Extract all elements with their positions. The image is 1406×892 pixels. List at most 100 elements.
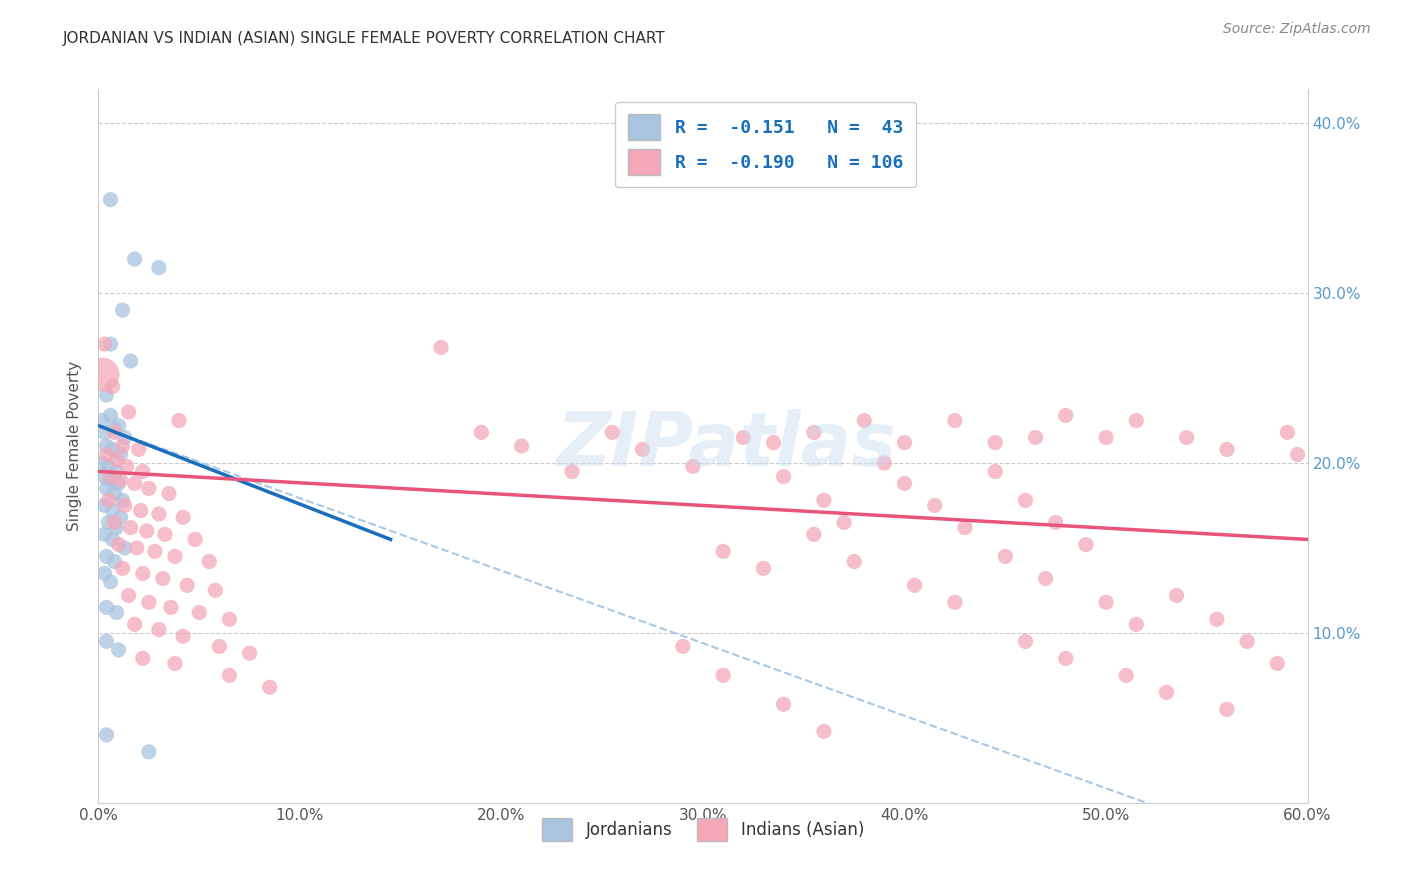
Point [114,541,136,555]
Point [943,595,966,609]
Point [172,629,194,643]
Point [111,439,134,453]
Text: Source: ZipAtlas.com: Source: ZipAtlas.com [1223,22,1371,37]
Text: JORDANIAN VS INDIAN (ASIAN) SINGLE FEMALE POVERTY CORRELATION CHART: JORDANIAN VS INDIAN (ASIAN) SINGLE FEMAL… [63,31,666,46]
Point [124,252,146,266]
Point [259,680,281,694]
Point [120,354,142,368]
Point [129,503,152,517]
Text: ZIPatlas: ZIPatlas [557,409,897,483]
Point [103,486,125,500]
Point [111,493,134,508]
Point [994,549,1017,564]
Point [1045,516,1067,530]
Point [105,452,128,467]
Point [160,600,183,615]
Point [873,456,896,470]
Point [100,337,122,351]
Point [97,516,120,530]
Point [430,341,453,355]
Point [1156,685,1178,699]
Point [198,555,221,569]
Point [711,544,734,558]
Point [107,418,129,433]
Point [110,473,132,487]
Point [176,578,198,592]
Point [672,640,695,654]
Point [118,589,141,603]
Point [96,448,118,462]
Point [208,640,231,654]
Point [1054,409,1077,423]
Point [844,555,866,569]
Point [1095,595,1118,609]
Point [152,572,174,586]
Point [148,507,170,521]
Point [107,643,129,657]
Point [96,728,118,742]
Point [1125,617,1147,632]
Point [953,520,976,534]
Point [143,544,166,558]
Point [138,595,160,609]
Point [1175,430,1198,444]
Point [1115,668,1137,682]
Point [114,430,136,444]
Point [924,499,946,513]
Y-axis label: Single Female Poverty: Single Female Poverty [67,361,83,531]
Point [1166,589,1188,603]
Point [93,566,115,581]
Point [115,459,138,474]
Point [101,533,124,547]
Point [832,516,855,530]
Point [97,459,120,474]
Point [188,606,211,620]
Point [107,537,129,551]
Point [91,456,114,470]
Point [93,469,115,483]
Point [91,368,114,382]
Point [218,668,240,682]
Point [943,413,966,427]
Point [1125,413,1147,427]
Point [132,465,155,479]
Point [132,566,155,581]
Point [114,499,136,513]
Point [602,425,624,440]
Point [733,430,755,444]
Point [96,600,118,615]
Point [148,623,170,637]
Point [813,724,835,739]
Point [163,657,186,671]
Point [118,405,141,419]
Point [96,482,118,496]
Point [148,260,170,275]
Point [813,493,835,508]
Point [1095,430,1118,444]
Point [120,520,142,534]
Point [510,439,533,453]
Point [1206,612,1229,626]
Point [1216,702,1239,716]
Point [1054,651,1077,665]
Point [101,503,124,517]
Point [561,465,583,479]
Point [100,574,122,589]
Point [204,583,226,598]
Point [984,465,1007,479]
Point [153,527,176,541]
Point [1014,493,1036,508]
Point [124,476,146,491]
Point [157,486,180,500]
Point [1035,572,1057,586]
Point [803,425,825,440]
Point [111,561,134,575]
Point [893,435,915,450]
Point [752,561,775,575]
Point [96,439,118,453]
Point [107,476,129,491]
Point [803,527,825,541]
Point [96,388,118,402]
Point [93,425,115,440]
Point [103,422,125,436]
